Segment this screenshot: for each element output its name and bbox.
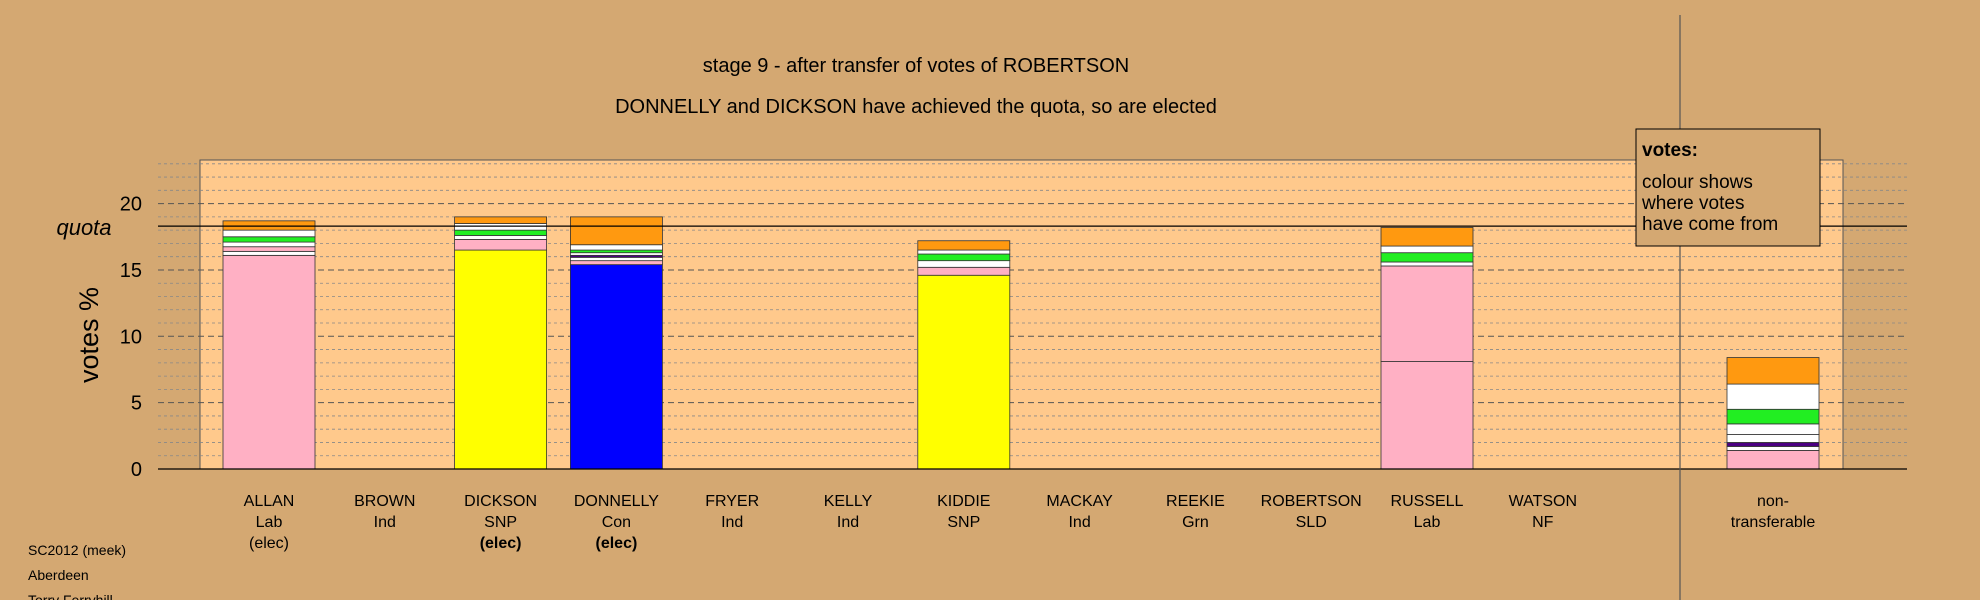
candidate-name: MACKAY [1046,493,1113,510]
legend-line: where votes [1641,193,1744,214]
candidate-name: ROBERTSON [1261,493,1362,510]
bar-segment [1726,450,1820,470]
bar-segment [570,264,663,470]
candidate-party: Ind [721,514,743,531]
plot-area [199,159,1844,470]
candidate-name: DICKSON [464,493,537,510]
axes: 0 5 10 15 20 [120,15,1907,600]
y-tick-label: 10 [120,326,142,348]
bar-segment [222,250,316,256]
bar-segment [917,253,1011,262]
candidate-party: Grn [1182,514,1209,531]
candidate-party: Lab [256,514,283,531]
bar-segment [1726,357,1820,385]
candidate-name: FRYER [705,493,759,510]
bar-segment [1380,265,1474,362]
bar-segment [917,249,1011,255]
bar-segment [917,274,1011,470]
legend-line: colour shows [1642,172,1753,193]
candidate-name: BROWN [354,493,415,510]
bar-segment [222,236,316,243]
bar-segment [1380,261,1474,267]
candidate-name: DONNELLY [574,493,659,510]
candidate-party: NF [1532,514,1554,531]
candidate-status: (elec) [480,535,522,552]
y-axis-label: votes % [74,287,104,383]
legend: votes: colour shows where votes have com… [1635,128,1821,247]
candidate-party: Lab [1414,514,1441,531]
y-tick-label: 0 [131,459,142,481]
bar-segment [1380,252,1474,263]
bar-segment [1726,434,1820,443]
bar-segment [1380,245,1474,254]
y-tick-label: 15 [120,260,142,282]
candidate-labels: ALLAN Lab (elec) BROWN Ind DICKSON SNP (elec) DO… [244,493,1816,552]
bar-segment [222,254,316,470]
bar-segment [454,216,548,224]
bar-segment [570,260,663,266]
candidate-name: KIDDIE [937,493,990,510]
bar-segment [454,249,548,470]
candidate-party: SNP [947,514,980,531]
chart-subtitle: DONNELLY and DICKSON have achieved the q… [615,96,1217,118]
chart-title: stage 9 - after transfer of votes of ROB… [703,55,1129,77]
legend-title: votes: [1642,140,1698,161]
bar-segment [1726,446,1820,451]
bar-segment [222,220,316,231]
bar-segment [917,260,1011,268]
legend-box [1635,128,1821,247]
candidate-name: REEKIE [1166,493,1225,510]
candidate-status: (elec) [596,535,638,552]
candidate-party: Con [602,514,631,531]
bar-segment [1380,227,1474,247]
bar-segment [454,223,548,231]
candidate-party: Ind [374,514,396,531]
legend-line: have come from [1642,214,1778,235]
candidate-name: KELLY [824,493,873,510]
candidate-party: Ind [837,514,859,531]
bar-segment [1380,361,1474,470]
bar-segment [570,216,663,246]
bar-segment [454,229,548,236]
bar-segment [1726,408,1820,425]
candidate-name: RUSSELL [1391,493,1464,510]
quota-label: quota [56,215,111,240]
bars [222,216,1820,470]
candidate-name: ALLAN [244,493,295,510]
bar-segment [917,240,1011,251]
bar-segment [454,235,548,240]
footer-line: Aberdeen [28,567,89,583]
y-tick-label: 20 [120,194,142,216]
nontransferable-label: transferable [1731,514,1816,531]
candidate-party: SNP [484,514,517,531]
candidate-party: Ind [1068,514,1090,531]
y-tick-label: 5 [131,393,142,415]
footer: SC2012 (meek) Aberdeen Torry Ferryhill [28,542,126,600]
footer-line: Torry Ferryhill [28,592,113,600]
bar-segment [570,256,663,262]
candidate-status: (elec) [249,535,289,552]
bar-segment [222,241,316,248]
bar-segment [1726,423,1820,435]
bar-segment [222,246,316,252]
bar-segment [1726,383,1820,410]
bar-segment [1726,442,1820,447]
nontransferable-label: non- [1757,493,1789,510]
candidate-name: WATSON [1509,493,1577,510]
bar-segment [917,266,1011,276]
footer-line: SC2012 (meek) [28,542,126,558]
bar-segment [454,239,548,251]
bar-segment [222,229,316,238]
candidate-party: SLD [1296,514,1327,531]
bar-segment [570,244,663,251]
